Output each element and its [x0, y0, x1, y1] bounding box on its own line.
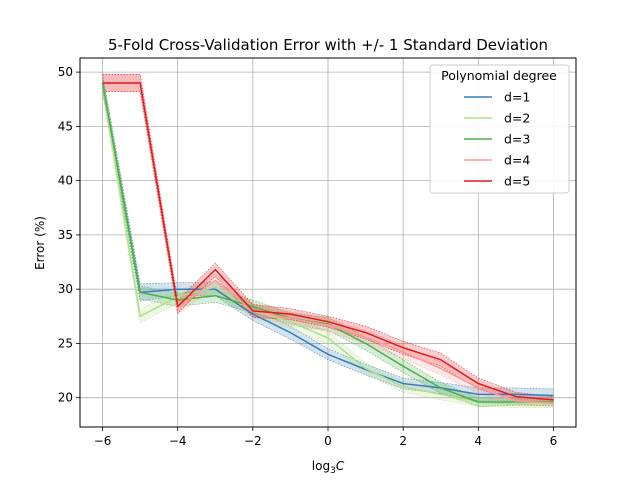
y-tick-label: 20	[58, 391, 73, 405]
legend-box	[429, 64, 570, 194]
std-upper-d=5	[102, 73, 554, 397]
legend-label-d=5: d=5	[504, 174, 530, 189]
y-tick-label: 25	[58, 336, 73, 350]
legend-title: Polynomial degree	[441, 68, 557, 83]
legend-label-d=4: d=4	[504, 153, 530, 168]
x-tick-label: −2	[244, 434, 262, 448]
x-tick-label: 6	[550, 434, 558, 448]
y-tick-label: 35	[58, 228, 73, 242]
std-lower-d=1	[102, 91, 554, 403]
series-lines	[101, 82, 554, 405]
x-axis-label-sub: 3	[330, 466, 336, 476]
x-axis-label: log3C	[312, 459, 345, 476]
std-upper-d=4	[102, 73, 554, 401]
y-tick-label: 45	[58, 119, 73, 133]
legend-label-d=3: d=3	[504, 132, 530, 147]
legend: Polynomial degree d=1 d=2 d=3 d=4 d=5	[429, 64, 570, 194]
y-tick-label: 30	[58, 282, 73, 296]
x-axis-label-main: log	[312, 459, 330, 473]
series-line-d=1	[101, 82, 554, 397]
series-line-d=5	[102, 82, 554, 401]
x-tick-label: 2	[399, 434, 407, 448]
std-upper-d=1	[102, 74, 554, 390]
legend-label-d=1: d=1	[504, 90, 530, 105]
std-band-d=2	[102, 76, 554, 408]
legend-label-d=2: d=2	[504, 111, 530, 126]
std-upper-d=2	[102, 76, 554, 402]
x-axis-label-var: C	[336, 459, 345, 473]
x-tick-label: 0	[324, 434, 332, 448]
y-tick-label: 50	[58, 65, 73, 79]
x-tick-label: 4	[474, 434, 482, 448]
std-lower-d=4	[102, 91, 554, 407]
axis-ticks: −6 −4 −2 0 2 4 6 20 25 30 35 40 45 50	[58, 65, 558, 448]
y-tick-label: 40	[58, 174, 73, 188]
std-upper-d=3	[102, 74, 554, 400]
series-line-d=4	[102, 82, 554, 404]
x-tick-label: −6	[94, 434, 112, 448]
y-axis-label: Error (%)	[33, 216, 47, 270]
chart-title: 5-Fold Cross-Validation Error with +/- 1…	[108, 36, 548, 54]
std-bands	[102, 73, 554, 408]
series-line-d=3	[101, 82, 554, 403]
std-lower-d=5	[102, 91, 554, 404]
x-tick-label: −4	[169, 434, 187, 448]
